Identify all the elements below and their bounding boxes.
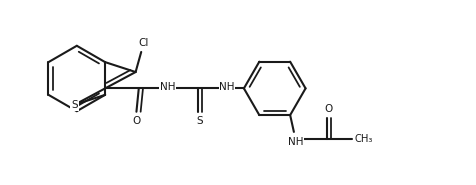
Text: O: O xyxy=(132,116,140,126)
Text: NH: NH xyxy=(160,82,176,92)
Text: S: S xyxy=(71,100,78,110)
Text: CH₃: CH₃ xyxy=(355,134,373,144)
Text: O: O xyxy=(324,104,333,114)
Text: S: S xyxy=(197,116,203,126)
Text: NH: NH xyxy=(219,82,235,92)
Text: Cl: Cl xyxy=(139,38,149,48)
Text: NH: NH xyxy=(288,137,304,147)
